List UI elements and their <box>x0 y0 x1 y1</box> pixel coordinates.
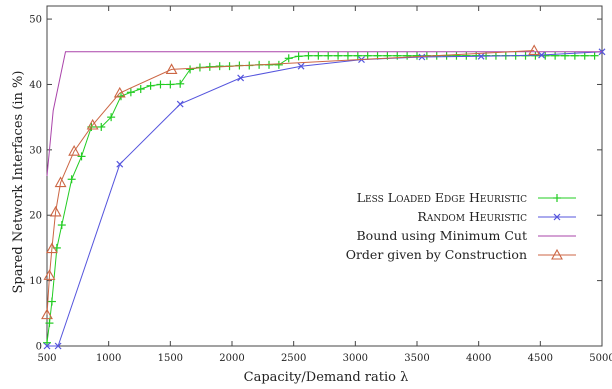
data-point <box>314 51 323 60</box>
data-point <box>176 100 184 108</box>
data-point <box>551 248 563 260</box>
series-line <box>46 50 535 315</box>
data-point <box>43 269 56 280</box>
series-3 <box>41 44 541 320</box>
data-point <box>297 62 305 70</box>
data-point <box>531 51 540 60</box>
data-point <box>363 51 372 60</box>
y-tick-label: 20 <box>29 211 42 222</box>
data-point <box>553 194 561 202</box>
data-point <box>237 74 245 82</box>
data-point <box>186 65 195 74</box>
data-point <box>477 52 485 60</box>
data-point <box>462 51 471 60</box>
data-point <box>528 44 541 56</box>
data-point <box>334 51 343 60</box>
data-point <box>156 80 165 89</box>
data-point <box>452 51 461 60</box>
y-tick-label: 0 <box>36 342 42 353</box>
data-point <box>146 81 155 90</box>
data-point <box>67 175 76 184</box>
x-tick-label: 3000 <box>343 353 368 364</box>
data-point <box>97 122 106 131</box>
data-point <box>294 52 303 61</box>
data-point <box>418 53 426 61</box>
data-point <box>551 51 560 60</box>
axis-ticks: 500 1000 1500 2000 2500 3000 3500 4000 4500 5000 0… <box>29 6 612 364</box>
legend-entry: Bound using Minimum Cut <box>357 228 576 243</box>
series-2 <box>46 51 602 177</box>
legend-label: Random Heuristic <box>417 209 527 224</box>
data-point <box>353 51 362 60</box>
y-tick-label: 10 <box>29 276 42 287</box>
data-point <box>45 242 58 254</box>
data-point <box>136 85 145 94</box>
data-point <box>54 342 62 350</box>
data-point <box>116 160 124 168</box>
data-point <box>107 113 116 122</box>
data-point <box>54 176 67 188</box>
x-tick-label: 500 <box>37 353 56 364</box>
legend-entry: Random Heuristic <box>417 209 576 224</box>
series-line <box>46 51 602 177</box>
x-tick-label: 3500 <box>404 353 429 364</box>
data-point <box>49 205 62 217</box>
y-tick-label: 50 <box>29 15 42 26</box>
x-tick-label: 4500 <box>528 353 553 364</box>
x-tick-label: 5000 <box>589 353 612 364</box>
data-point <box>43 342 51 350</box>
data-point <box>324 51 333 60</box>
data-point <box>561 51 569 60</box>
data-point <box>590 51 599 60</box>
data-point <box>403 51 412 60</box>
series-layer <box>41 44 606 350</box>
data-point <box>45 319 54 328</box>
legend-entry: Order given by Construction <box>346 247 576 262</box>
data-point <box>284 54 293 63</box>
data-point <box>77 152 86 161</box>
data-point <box>68 145 81 156</box>
y-tick-label: 30 <box>29 145 42 156</box>
x-tick-label: 1000 <box>96 353 121 364</box>
data-point <box>57 221 66 230</box>
legend-label: Order given by Construction <box>346 247 527 262</box>
data-point <box>47 297 56 306</box>
data-point <box>86 118 99 130</box>
data-point <box>304 51 313 60</box>
legend-entry: Less Loaded Edge Heuristic <box>357 190 576 205</box>
x-tick-label: 2500 <box>281 353 306 364</box>
legend-label: Bound using Minimum Cut <box>357 228 528 243</box>
data-point <box>215 62 224 71</box>
data-point <box>413 51 421 60</box>
data-point <box>553 213 561 221</box>
legend-label: Less Loaded Edge Heuristic <box>357 190 527 205</box>
y-tick-label: 40 <box>29 80 42 91</box>
x-tick-label: 1500 <box>158 353 183 364</box>
x-tick-label: 2000 <box>219 353 244 364</box>
data-point <box>117 92 125 101</box>
data-point <box>165 63 178 74</box>
data-point <box>538 51 545 59</box>
data-point <box>113 86 126 98</box>
data-point <box>126 88 135 97</box>
data-point <box>274 60 283 69</box>
x-axis-label: Capacity/Demand ratio λ <box>244 370 409 385</box>
data-point <box>176 79 185 88</box>
legend: Less Loaded Edge Heuristic Random Heurist… <box>346 190 576 262</box>
y-axis-label: Spared Network Interfaces (in %) <box>11 71 26 294</box>
data-point <box>41 308 53 320</box>
data-point <box>343 51 352 60</box>
data-point <box>166 80 175 89</box>
x-tick-label: 4000 <box>466 353 491 364</box>
plot-frame <box>46 5 603 347</box>
plot-border <box>46 5 603 347</box>
